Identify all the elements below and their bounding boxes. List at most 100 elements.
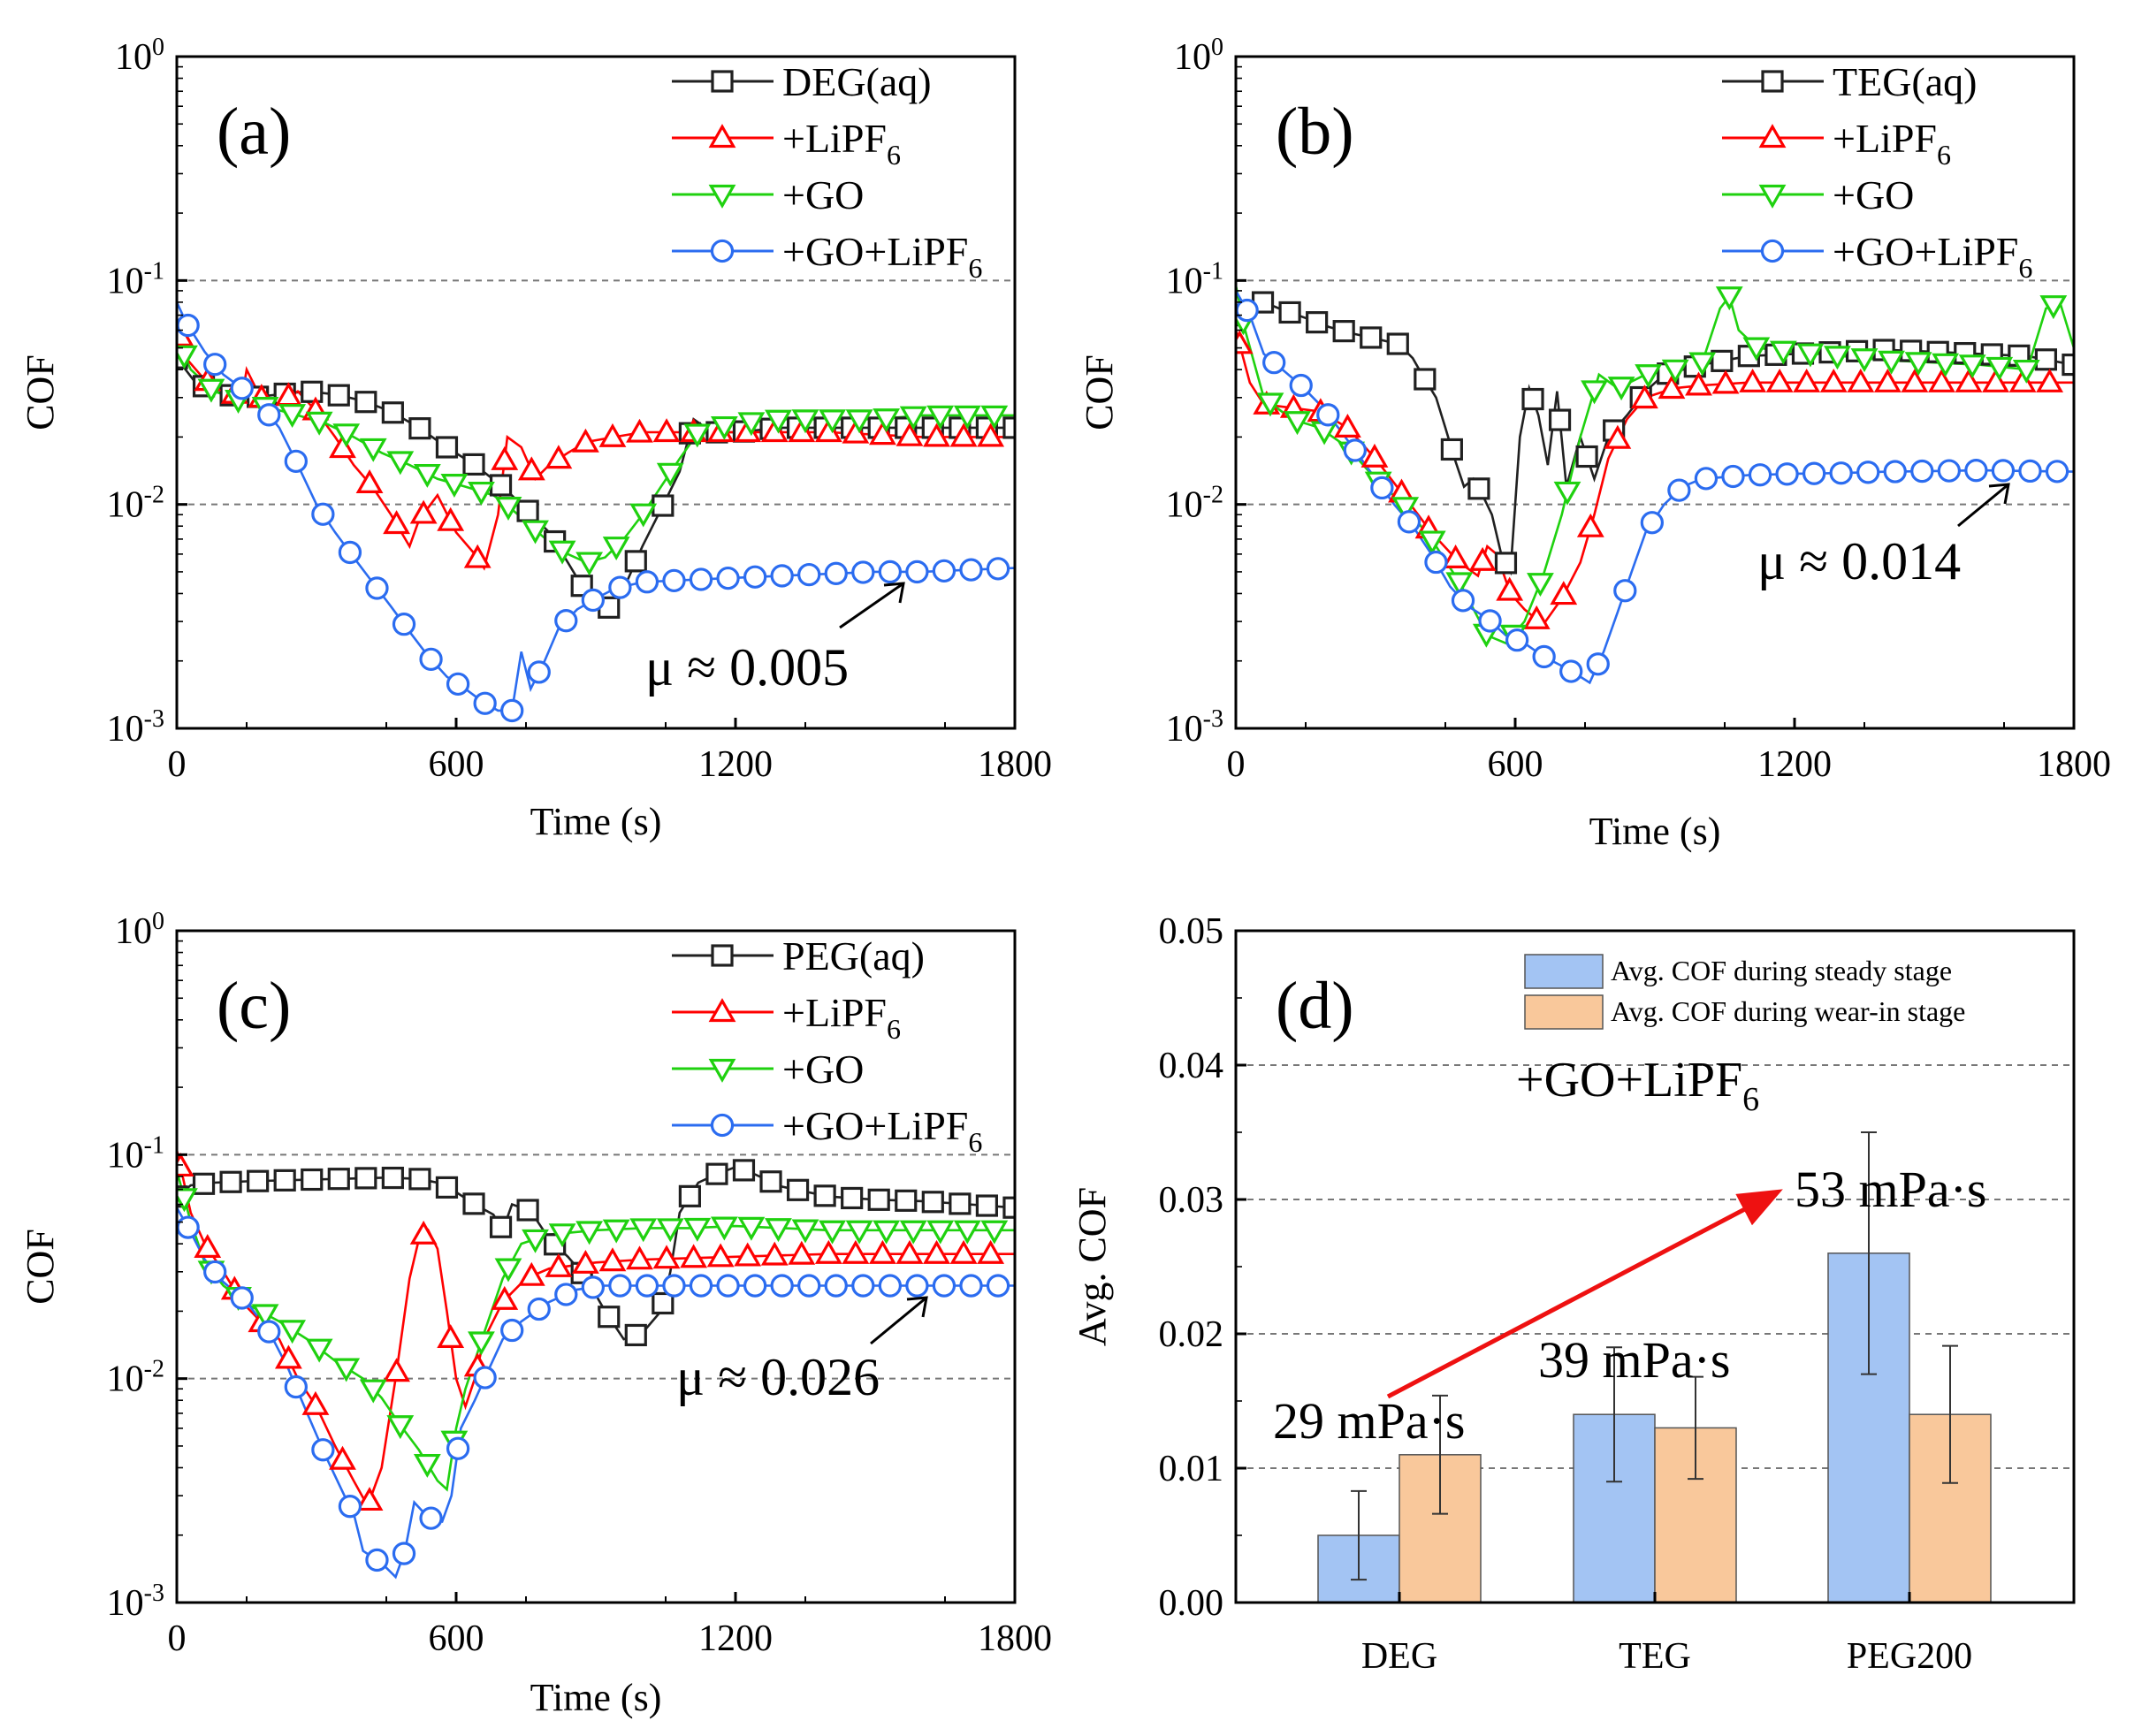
data-point-+GO+LiPF6 <box>2018 459 2042 483</box>
annotation-text: μ ≈ 0.005 <box>645 638 849 697</box>
x-category-label: TEG <box>1619 1636 1691 1677</box>
x-axis-label: Time (s) <box>530 1676 662 1719</box>
data-point-+GO+LiPF6 <box>2045 460 2069 483</box>
data-point-+GO+LiPF6 <box>959 558 983 582</box>
data-point-+GO <box>1553 481 1581 506</box>
data-point-+LiPF6 <box>409 499 438 524</box>
data-point-DEG(aq) <box>435 436 459 459</box>
data-point-+LiPF6 <box>814 1239 842 1264</box>
data-point-+GO <box>845 1220 873 1245</box>
data-point-+GO <box>819 409 846 434</box>
data-point-+GO <box>440 473 469 498</box>
plot-area <box>177 301 1015 723</box>
data-point-+GO+LiPF6 <box>419 647 443 672</box>
data-point-+LiPF6 <box>1685 371 1712 396</box>
y-tick-label: 10-1 <box>1166 257 1223 301</box>
legend-label: +GO <box>782 172 864 217</box>
data-point-+LiPF6 <box>1658 375 1686 400</box>
legend-marker <box>708 184 736 209</box>
data-point-+GO+LiPF6 <box>527 1297 551 1321</box>
data-point-+GO <box>845 409 873 434</box>
data-point-+GO <box>386 1415 415 1440</box>
data-point-PEG(aq) <box>975 1194 999 1217</box>
data-point-+GO+LiPF6 <box>1721 464 1745 489</box>
data-point-+GO+LiPF6 <box>500 698 524 723</box>
data-point-+LiPF6 <box>329 1445 356 1470</box>
data-point-+GO <box>1904 352 1932 377</box>
legend-swatch <box>1524 994 1604 1030</box>
data-point-PEG(aq) <box>786 1178 810 1201</box>
data-point-+GO <box>926 1220 955 1245</box>
data-point-+GO+LiPF6 <box>203 1260 227 1284</box>
series-line-+GO <box>177 1169 1015 1492</box>
data-point-+GO+LiPF6 <box>770 1274 794 1298</box>
legend-label: TEG(aq) <box>1833 59 1977 104</box>
data-point-+GO+LiPF6 <box>1856 461 1880 484</box>
data-point-+LiPF6 <box>1711 369 1740 394</box>
data-point-PEG(aq) <box>652 1291 674 1315</box>
data-point-+GO+LiPF6 <box>851 1274 875 1298</box>
data-point-+LiPF6 <box>814 418 842 443</box>
data-point-+GO+LiPF6 <box>986 557 1010 581</box>
data-point-+LiPF6 <box>1522 605 1551 629</box>
data-point-DEG(aq) <box>652 494 674 517</box>
viscosity-label: 29 mPa·s <box>1273 1392 1466 1450</box>
data-point-+GO <box>548 540 576 565</box>
data-point-+GO+LiPF6 <box>608 575 632 599</box>
data-point-+GO <box>575 1221 604 1245</box>
data-point-+LiPF6 <box>1333 414 1361 438</box>
data-point-+GO+LiPF6 <box>1370 476 1394 500</box>
data-point-+LiPF6 <box>491 1285 519 1310</box>
data-point-+GO+LiPF6 <box>1613 579 1637 603</box>
panel-label: (d) <box>1276 969 1354 1043</box>
data-point-+LiPF6 <box>194 1234 222 1258</box>
data-point-+GO <box>765 1218 792 1243</box>
x-tick-label: 0 <box>1227 744 1246 785</box>
trend-arrow <box>1386 1189 1783 1399</box>
data-point-+GO <box>1607 377 1635 401</box>
legend-marker <box>1760 239 1785 263</box>
x-axis-label: Time (s) <box>1589 810 1721 853</box>
data-point-+GO+LiPF6 <box>1775 462 1799 486</box>
data-point-+GO <box>980 1220 1009 1245</box>
legend-label: +LiPF6 <box>1833 116 1951 171</box>
data-point-+GO+LiPF6 <box>257 403 281 427</box>
data-point-TEG(aq) <box>1575 445 1598 468</box>
data-point-PEG(aq) <box>949 1192 972 1215</box>
y-tick-label: 100 <box>115 908 164 952</box>
data-point-+LiPF6 <box>923 423 950 447</box>
legend-label: +LiPF6 <box>782 116 901 171</box>
y-tick-label: 10-1 <box>107 257 164 301</box>
legend-label: Avg. COF during steady stage <box>1611 955 1952 986</box>
legend-marker <box>711 944 734 967</box>
data-point-PEG(aq) <box>895 1189 918 1212</box>
plot-area <box>177 1149 1015 1580</box>
data-point-+LiPF6 <box>545 445 573 469</box>
data-point-+GO <box>602 1219 630 1244</box>
data-point-+GO+LiPF6 <box>1748 463 1772 487</box>
data-point-+GO <box>737 412 766 437</box>
data-point-+LiPF6 <box>652 1245 681 1269</box>
data-point-+LiPF6 <box>1982 368 2009 392</box>
data-point-+GO+LiPF6 <box>1478 609 1502 633</box>
legend-label: +GO <box>782 1047 864 1092</box>
data-point-DEG(aq) <box>327 384 350 407</box>
legend-marker <box>711 70 734 93</box>
data-point-PEG(aq) <box>598 1306 621 1329</box>
data-point-+LiPF6 <box>598 1247 627 1272</box>
data-point-+GO <box>926 405 955 430</box>
plot-frame <box>1234 55 2076 730</box>
data-point-+GO <box>791 1219 819 1244</box>
data-point-+GO+LiPF6 <box>743 1274 767 1298</box>
legend-label: +GO+LiPF6 <box>782 229 982 284</box>
data-point-+LiPF6 <box>2008 368 2037 392</box>
data-point-+LiPF6 <box>1631 385 1658 409</box>
data-point-+GO+LiPF6 <box>338 540 362 565</box>
data-point-+LiPF6 <box>274 1344 302 1369</box>
panel-label: (a) <box>217 95 291 169</box>
data-point-+GO <box>980 405 1009 430</box>
data-point-+LiPF6 <box>355 1487 384 1511</box>
data-point-+GO+LiPF6 <box>203 353 227 377</box>
data-point-+LiPF6 <box>896 1239 924 1264</box>
data-point-+GO <box>1932 353 1960 377</box>
